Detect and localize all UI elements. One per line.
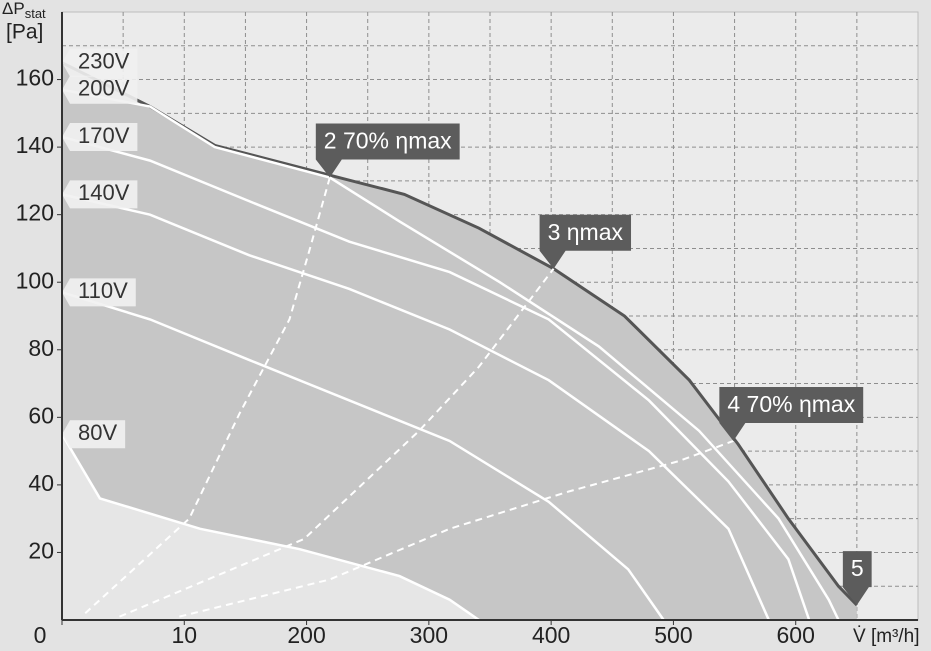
area (62, 62, 857, 620)
series-label: 140V (78, 180, 130, 205)
efficiency-line (179, 440, 734, 618)
curve (61, 88, 840, 621)
callout-box (315, 123, 460, 178)
callout-box (719, 386, 864, 441)
series-label-box (62, 278, 136, 307)
y-tick-label: 140 (16, 132, 54, 158)
y-tick-label: 160 (16, 65, 54, 91)
callout-box (539, 214, 632, 269)
x-tick-label: 400 (532, 622, 570, 648)
efficiency-line (119, 268, 555, 618)
series-label: 110V (78, 278, 128, 303)
areas (62, 62, 857, 620)
efficiency-line (84, 177, 331, 614)
callout-label: 3 ηmax (548, 219, 624, 245)
curve (61, 193, 770, 621)
curve (61, 135, 811, 621)
x-tick-label: 300 (410, 622, 448, 648)
x-tick-label: 200 (287, 622, 325, 648)
callout-label: 4 70% ηmax (727, 391, 855, 417)
series-label: 80V (78, 420, 117, 445)
series-label-box (62, 420, 126, 449)
curve (60, 433, 480, 622)
series-label-box (62, 122, 138, 151)
y-tick-label: 100 (16, 267, 54, 293)
series-label-box (62, 75, 138, 104)
y-axis-label: ΔPstat (2, 0, 46, 21)
callout-box (842, 551, 872, 606)
curve (61, 291, 665, 621)
series-label-box (62, 48, 138, 77)
series-label: 170V (78, 123, 130, 148)
y-label-sub: stat (25, 6, 46, 21)
y-label-main: ΔP (2, 0, 25, 18)
x-tick-label: 0 (34, 622, 47, 648)
callout-label: 2 70% ηmax (324, 128, 452, 154)
y-tick-label: 20 (28, 538, 54, 564)
series-label: 200V (78, 76, 130, 101)
series-label-box (62, 180, 138, 209)
lines (60, 61, 858, 622)
y-tick-label: 60 (28, 402, 54, 428)
y-tick-label: 80 (28, 335, 54, 361)
x-tick-label: 500 (654, 622, 692, 648)
labels: 230V 200V 170V 140V 110V 80V 2 70% ηmax 3 ηmax 4… (62, 48, 872, 606)
x-tick-label: 600 (777, 622, 815, 648)
series-label: 230V (78, 48, 130, 73)
callout-label: 5 (851, 555, 864, 581)
x-axis-label: V̇ [m³/h] (853, 626, 920, 647)
x-tick-label: 10 (171, 622, 197, 648)
y-tick-label: 120 (16, 200, 54, 226)
y-axis-unit: [Pa] (6, 21, 43, 44)
y-tick-label: 40 (28, 470, 54, 496)
area (62, 434, 479, 620)
